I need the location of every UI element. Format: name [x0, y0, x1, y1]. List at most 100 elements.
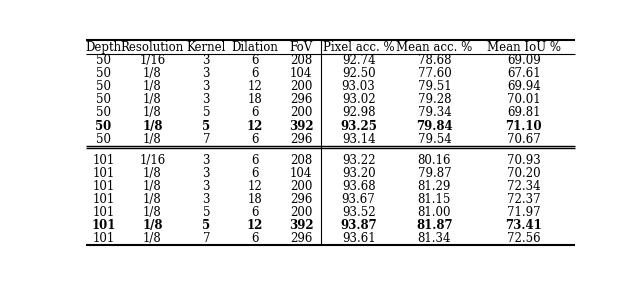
Text: 200: 200	[290, 206, 312, 219]
Text: 6: 6	[252, 133, 259, 146]
Text: 70.20: 70.20	[507, 167, 540, 180]
Text: 73.41: 73.41	[506, 219, 542, 232]
Text: 6: 6	[252, 54, 259, 67]
Text: 79.87: 79.87	[417, 167, 451, 180]
Text: 81.87: 81.87	[416, 219, 452, 232]
Text: 93.22: 93.22	[342, 154, 375, 167]
Text: 50: 50	[96, 133, 111, 146]
Text: Pixel acc. %: Pixel acc. %	[323, 41, 394, 54]
Text: 392: 392	[289, 219, 314, 232]
Text: 1/8: 1/8	[143, 93, 162, 106]
Text: 93.14: 93.14	[342, 133, 376, 146]
Text: 1/16: 1/16	[140, 54, 166, 67]
Text: 18: 18	[248, 93, 262, 106]
Text: 101: 101	[92, 154, 115, 167]
Text: 6: 6	[252, 67, 259, 80]
Text: 1/16: 1/16	[140, 154, 166, 167]
Text: 93.02: 93.02	[342, 93, 376, 106]
Text: 5: 5	[202, 219, 211, 232]
Text: 12: 12	[248, 80, 262, 93]
Text: 1/8: 1/8	[143, 106, 162, 119]
Text: 72.56: 72.56	[507, 232, 540, 245]
Text: 70.67: 70.67	[507, 133, 541, 146]
Text: 69.94: 69.94	[507, 80, 541, 93]
Text: 71.97: 71.97	[507, 206, 540, 219]
Text: 1/8: 1/8	[143, 232, 162, 245]
Text: Dilation: Dilation	[232, 41, 278, 54]
Text: 93.87: 93.87	[340, 219, 377, 232]
Text: Mean acc. %: Mean acc. %	[396, 41, 472, 54]
Text: 72.34: 72.34	[507, 180, 540, 193]
Text: 3: 3	[202, 80, 210, 93]
Text: Mean IoU %: Mean IoU %	[486, 41, 561, 54]
Text: 3: 3	[202, 167, 210, 180]
Text: 70.93: 70.93	[507, 154, 541, 167]
Text: 50: 50	[96, 54, 111, 67]
Text: 1/8: 1/8	[143, 133, 162, 146]
Text: 6: 6	[252, 106, 259, 119]
Text: 1/8: 1/8	[142, 219, 163, 232]
Text: Resolution: Resolution	[121, 41, 184, 54]
Text: 93.68: 93.68	[342, 180, 376, 193]
Text: 12: 12	[247, 119, 263, 133]
Text: 81.15: 81.15	[418, 193, 451, 206]
Text: 81.29: 81.29	[418, 180, 451, 193]
Text: 5: 5	[202, 119, 211, 133]
Text: 101: 101	[92, 219, 116, 232]
Text: 12: 12	[248, 180, 262, 193]
Text: 7: 7	[202, 133, 210, 146]
Text: 1/8: 1/8	[143, 206, 162, 219]
Text: 208: 208	[290, 54, 312, 67]
Text: 296: 296	[290, 93, 312, 106]
Text: 101: 101	[92, 206, 115, 219]
Text: 80.16: 80.16	[418, 154, 451, 167]
Text: 296: 296	[290, 232, 312, 245]
Text: 50: 50	[96, 106, 111, 119]
Text: Kernel: Kernel	[187, 41, 226, 54]
Text: 93.03: 93.03	[342, 80, 376, 93]
Text: 296: 296	[290, 193, 312, 206]
Text: 200: 200	[290, 80, 312, 93]
Text: Depth: Depth	[86, 41, 122, 54]
Text: 1/8: 1/8	[143, 167, 162, 180]
Text: 200: 200	[290, 180, 312, 193]
Text: 1/8: 1/8	[143, 67, 162, 80]
Text: 3: 3	[202, 154, 210, 167]
Text: 5: 5	[202, 206, 210, 219]
Text: 92.50: 92.50	[342, 67, 376, 80]
Text: 93.67: 93.67	[342, 193, 376, 206]
Text: 67.61: 67.61	[507, 67, 540, 80]
Text: 50: 50	[96, 93, 111, 106]
Text: 1/8: 1/8	[143, 80, 162, 93]
Text: 5: 5	[202, 106, 210, 119]
Text: 93.25: 93.25	[340, 119, 377, 133]
Text: 1/8: 1/8	[143, 193, 162, 206]
Text: 101: 101	[92, 167, 115, 180]
Text: 1/8: 1/8	[142, 119, 163, 133]
Text: 6: 6	[252, 206, 259, 219]
Text: 3: 3	[202, 67, 210, 80]
Text: 93.20: 93.20	[342, 167, 376, 180]
Text: 69.09: 69.09	[507, 54, 541, 67]
Text: 81.34: 81.34	[418, 232, 451, 245]
Text: 50: 50	[96, 67, 111, 80]
Text: 92.74: 92.74	[342, 54, 376, 67]
Text: 296: 296	[290, 133, 312, 146]
Text: 69.81: 69.81	[507, 106, 540, 119]
Text: 3: 3	[202, 93, 210, 106]
Text: 12: 12	[247, 219, 263, 232]
Text: 93.61: 93.61	[342, 232, 376, 245]
Text: 7: 7	[202, 232, 210, 245]
Text: 79.28: 79.28	[418, 93, 451, 106]
Text: 79.51: 79.51	[417, 80, 451, 93]
Text: 101: 101	[92, 180, 115, 193]
Text: 50: 50	[95, 119, 112, 133]
Text: 6: 6	[252, 154, 259, 167]
Text: 200: 200	[290, 106, 312, 119]
Text: 79.84: 79.84	[416, 119, 452, 133]
Text: 3: 3	[202, 193, 210, 206]
Text: 92.98: 92.98	[342, 106, 375, 119]
Text: 72.37: 72.37	[507, 193, 540, 206]
Text: 1/8: 1/8	[143, 180, 162, 193]
Text: 78.68: 78.68	[418, 54, 451, 67]
